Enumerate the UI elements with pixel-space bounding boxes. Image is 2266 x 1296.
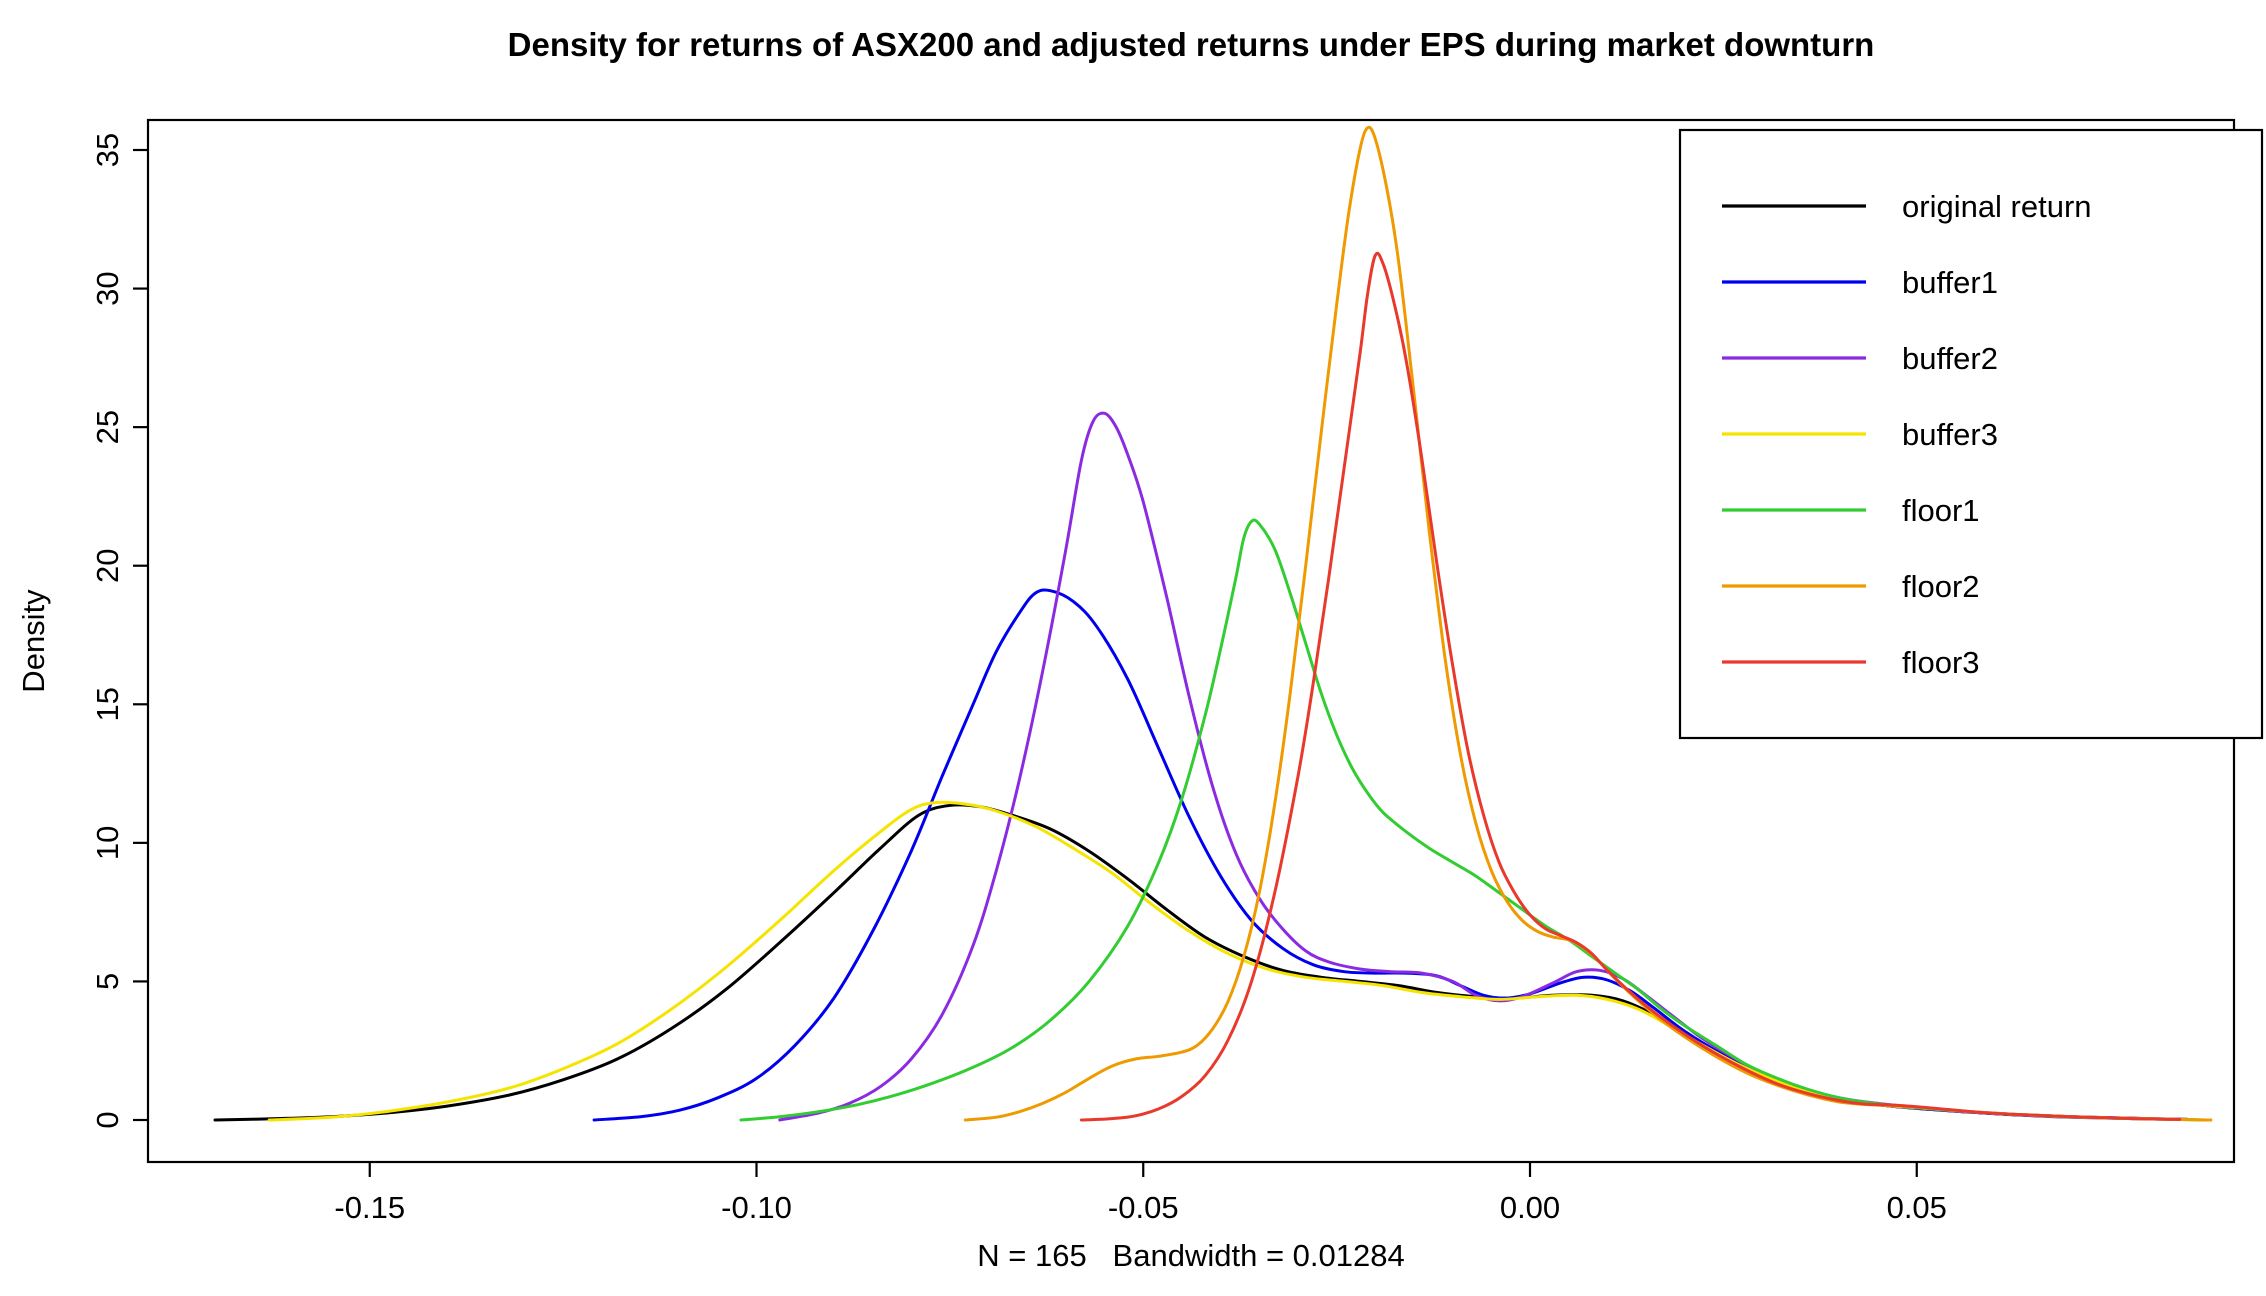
series-buffer3: [267, 800, 2213, 1122]
x-axis-label: N = 165 Bandwidth = 0.01284: [977, 1238, 1405, 1273]
y-tick-label: 25: [90, 410, 125, 444]
legend-label: floor2: [1902, 569, 1980, 604]
legend-label: buffer3: [1902, 417, 1998, 452]
legend-label: floor3: [1902, 645, 1980, 680]
x-tick-label: 0.00: [1500, 1190, 1560, 1225]
series-original-return: [213, 803, 2189, 1122]
legend: original return buffer1 buffer2 buffer3 floo…: [1678, 128, 2264, 740]
x-tick-label: 0.05: [1887, 1190, 1947, 1225]
legend-item-original-return: original return: [1722, 189, 2092, 224]
y-tick-label: 30: [90, 271, 125, 305]
x-tick-label: -0.10: [721, 1190, 792, 1225]
y-tick-label: 35: [90, 133, 125, 167]
y-tick-label: 10: [90, 826, 125, 860]
y-tick-label: 20: [90, 548, 125, 582]
legend-item-buffer1: buffer1: [1722, 265, 1998, 300]
series-floor3: [1079, 251, 2182, 1122]
legend-label: buffer2: [1902, 341, 1998, 376]
y-tick-label: 5: [90, 973, 125, 990]
legend-item-floor2: floor2: [1722, 569, 1980, 604]
y-tick-label: 0: [90, 1111, 125, 1128]
legend-label: original return: [1902, 189, 2092, 224]
legend-label: floor1: [1902, 493, 1980, 528]
legend-item-floor3: floor3: [1722, 645, 1980, 680]
y-axis: 0 5 10 15 20 25 30 35: [90, 133, 148, 1129]
chart-title: Density for returns of ASX200 and adjust…: [507, 26, 1875, 63]
x-axis: -0.15 -0.10 -0.05 0.00 0.05: [334, 1162, 1947, 1225]
legend-item-buffer3: buffer3: [1722, 417, 1998, 452]
x-tick-label: -0.15: [334, 1190, 405, 1225]
legend-item-floor1: floor1: [1722, 493, 1980, 528]
legend-item-buffer2: buffer2: [1722, 341, 1998, 376]
series-curves: [213, 125, 2213, 1122]
legend-label: buffer1: [1902, 265, 1998, 300]
x-tick-label: -0.05: [1108, 1190, 1179, 1225]
series-floor1: [739, 518, 2213, 1122]
y-tick-label: 15: [90, 687, 125, 721]
